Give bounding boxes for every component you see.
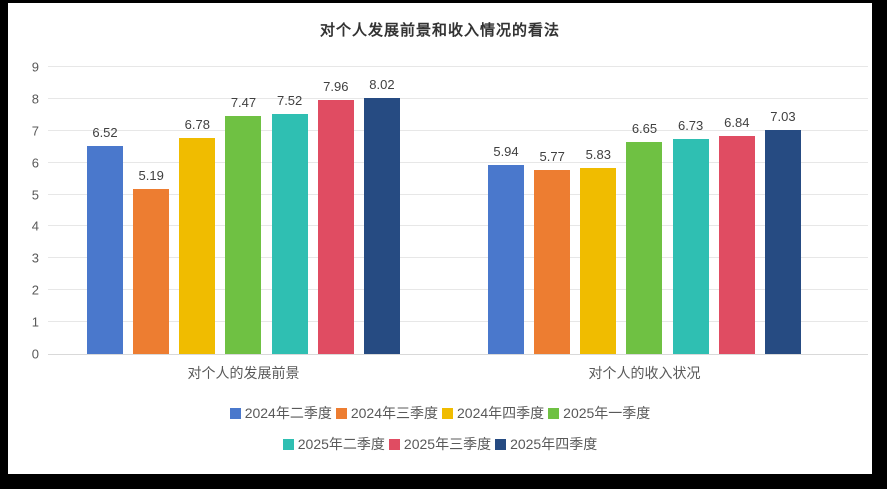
gridline — [48, 193, 868, 195]
legend-item: 2025年四季度 — [495, 434, 597, 454]
legend-label: 2025年四季度 — [510, 436, 598, 452]
bar-value-label: 7.47 — [230, 94, 257, 110]
bar-value-label: 5.19 — [138, 167, 164, 183]
legend-label: 2024年二季度 — [244, 405, 332, 421]
y-axis-tick-label: 8 — [31, 91, 39, 107]
y-axis-tick-label: 3 — [31, 250, 39, 266]
legend-label: 2024年三季度 — [350, 405, 438, 421]
bar: 5.19 — [133, 168, 170, 354]
bar: 7.03 — [764, 109, 801, 354]
legend-marker-icon — [548, 407, 560, 419]
bar: 7.47 — [225, 95, 262, 354]
legend-marker-icon — [442, 407, 453, 419]
bar-value-label: 7.96 — [323, 79, 349, 95]
legend-item: 2024年二季度 — [229, 403, 332, 423]
y-axis-tick-label: 0 — [31, 346, 39, 362]
legend-marker-icon — [282, 438, 294, 450]
gridline — [48, 289, 868, 291]
legend-label: 2024年四季度 — [457, 405, 545, 421]
y-axis-tick-label: 2 — [31, 282, 39, 298]
bar-value-label: 8.02 — [369, 77, 395, 93]
legend-marker-icon — [335, 407, 347, 419]
bar-group: 6.52 5.19 6.78 7.47 7.52 7.96 8.02 — [87, 67, 400, 354]
legend-marker-icon — [229, 407, 241, 419]
legend-label: 2025年二季度 — [297, 436, 385, 452]
bar-value-label: 5.83 — [585, 147, 611, 163]
y-axis-tick-label: 9 — [31, 59, 39, 75]
legend-item: 2025年一季度 — [548, 403, 650, 423]
x-axis-category-label: 对个人的发展前景 — [187, 365, 300, 381]
y-axis-tick-label: 5 — [31, 187, 39, 203]
bar: 8.02 — [363, 77, 400, 354]
legend-label: 2025年一季度 — [563, 405, 651, 421]
legend-item: 2025年二季度 — [282, 434, 385, 454]
bar-value-label: 6.52 — [92, 125, 118, 141]
bar: 6.52 — [87, 125, 123, 354]
legend-row: 2024年二季度 2024年三季度 2024年四季度 2025年一季度 — [228, 403, 653, 423]
chart-canvas: 对个人发展前景和收入情况的看法 0 1 2 3 4 5 6 7 8 9 6.52 5.19 6.78 7.… — [8, 3, 872, 474]
y-axis-tick-label: 4 — [31, 218, 39, 234]
bar: 7.52 — [271, 93, 308, 354]
bar-value-label: 6.65 — [631, 120, 658, 136]
legend-item: 2024年三季度 — [335, 403, 438, 423]
bar-value-label: 6.73 — [677, 118, 704, 134]
y-axis-tick-label: 6 — [31, 155, 39, 171]
legend-marker-icon — [388, 438, 400, 450]
bar: 6.65 — [626, 121, 663, 354]
y-axis-tick-label: 1 — [31, 314, 39, 330]
x-axis-category-label: 对个人的收入状况 — [588, 365, 701, 381]
bar: 7.96 — [317, 79, 354, 354]
legend-item: 2025年三季度 — [388, 434, 492, 454]
legend-item: 2024年四季度 — [442, 403, 544, 423]
bar: 6.78 — [179, 117, 216, 354]
gridline — [48, 257, 868, 259]
gridline — [48, 161, 868, 163]
bar: 6.84 — [718, 115, 755, 354]
bar-value-label: 7.03 — [770, 108, 796, 124]
gridline — [48, 97, 868, 99]
gridline — [48, 66, 868, 67]
legend-label: 2025年三季度 — [403, 436, 492, 452]
chart-title: 对个人发展前景和收入情况的看法 — [319, 22, 560, 39]
bar-value-label: 6.78 — [184, 116, 210, 132]
gridline — [48, 321, 868, 323]
legend-row: 2025年二季度 2025年三季度 2025年四季度 — [281, 434, 599, 454]
bar: 5.83 — [580, 147, 617, 354]
y-axis-tick-label: 7 — [31, 123, 39, 139]
gridline — [48, 129, 868, 131]
bar-value-label: 5.77 — [539, 149, 565, 165]
gridline — [48, 225, 868, 227]
bar: 5.77 — [534, 149, 571, 354]
chart-legend: 2024年二季度 2024年三季度 2024年四季度 2025年一季度 2025年二季度… — [8, 403, 872, 454]
legend-marker-icon — [495, 438, 507, 450]
bar-value-label: 7.52 — [276, 93, 303, 109]
plot-area: 0 1 2 3 4 5 6 7 8 9 6.52 5.19 6.78 7.47 7.52 7.96 8.02 对个… — [32, 60, 868, 381]
bar-group: 5.94 5.77 5.83 6.65 6.73 6.84 7.03 — [488, 67, 801, 354]
bar-value-label: 6.84 — [724, 114, 750, 130]
bar: 5.94 — [488, 144, 524, 354]
bar-value-label: 5.94 — [493, 143, 519, 159]
bar: 6.73 — [672, 118, 709, 354]
